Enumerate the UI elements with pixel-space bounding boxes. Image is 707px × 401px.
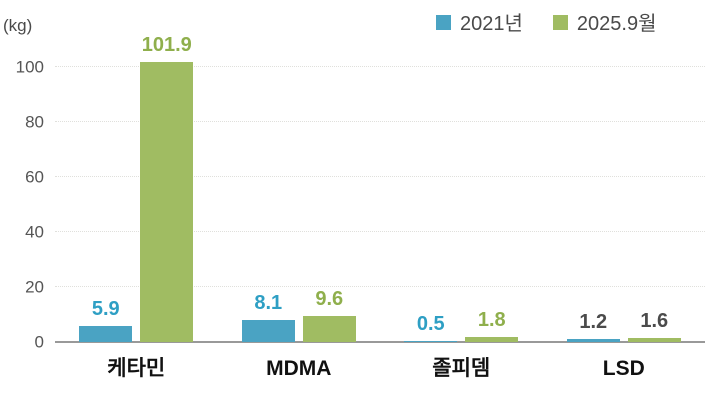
y-tick-label-0: 0: [34, 332, 44, 352]
bar-value-label: 8.1: [254, 291, 283, 314]
category-label-1: MDMA: [266, 357, 332, 380]
y-tick-label-40: 40: [25, 222, 44, 242]
bar-series1-cat0: 101.9: [140, 35, 194, 342]
y-tick-label-60: 60: [25, 167, 44, 187]
bar-series0-cat0: 5.9: [79, 299, 133, 342]
legend-swatch-icon: [552, 15, 568, 30]
bar-value-label: 1.2: [579, 310, 608, 333]
bar-series0-cat1: 8.1: [241, 293, 295, 342]
bar-group-2: 0.5 1.8 졸피뎀: [404, 67, 519, 379]
plot-area: 5.9 101.9 케타민 8.1 9.6 MDMA 0.5 1.8 졸피뎀 1.2 1.6 LSD: [55, 35, 705, 379]
category-label-0: 케타민: [107, 357, 166, 380]
bar-group-1: 8.1 9.6 MDMA: [241, 67, 356, 379]
y-tick-label-20: 20: [25, 277, 44, 297]
bar-group-3: 1.2 1.6 LSD: [566, 67, 681, 379]
legend-swatch-icon: [436, 15, 451, 30]
gridline-20: [55, 286, 705, 287]
gridline-40: [55, 231, 705, 232]
bar-value-label: 101.9: [141, 33, 192, 56]
gridline-60: [55, 176, 705, 177]
bar-value-label: 1.8: [477, 309, 506, 332]
legend-item-0: 2021년: [436, 7, 523, 36]
y-tick-label-100: 100: [15, 57, 44, 77]
bar-series1-cat1: 9.6: [302, 289, 356, 342]
legend-label: 2021년: [460, 13, 523, 35]
bar-value-label: 1.6: [640, 309, 669, 332]
category-label-3: LSD: [602, 357, 645, 380]
legend: 2021년 2025.9월: [436, 7, 656, 36]
legend-item-1: 2025.9월: [552, 7, 657, 36]
x-axis-line: [55, 341, 705, 343]
y-axis-unit-label: (kg): [3, 16, 33, 35]
gridline-100: [55, 66, 705, 67]
y-axis: 0 20 40 60 80 100: [0, 59, 44, 351]
category-label-2: 졸피뎀: [432, 357, 491, 380]
legend-label: 2025.9월: [576, 13, 657, 35]
y-tick-label-80: 80: [25, 112, 44, 132]
bar-value-label: 5.9: [91, 297, 120, 320]
gridline-80: [55, 121, 705, 122]
bar-series0-cat3: 1.2: [566, 312, 620, 342]
bar-series1-cat2: 1.8: [465, 310, 519, 342]
bar-value-label: 9.6: [315, 287, 344, 310]
bar-group-0: 5.9 101.9 케타민: [79, 35, 194, 379]
bar-series0-cat2: 0.5: [404, 314, 458, 342]
bar-series1-cat3: 1.6: [627, 311, 681, 342]
bar-value-label: 0.5: [416, 312, 445, 335]
